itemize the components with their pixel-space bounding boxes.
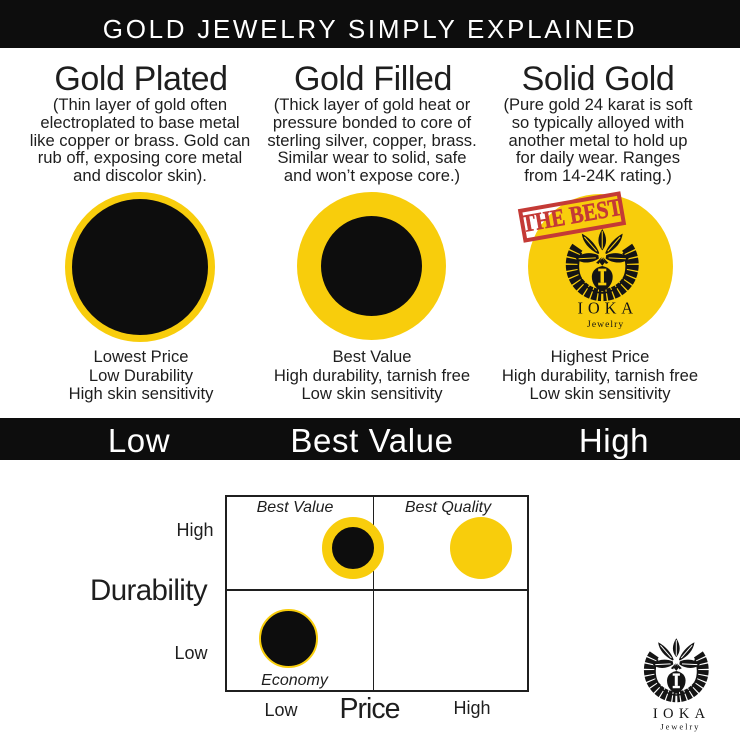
svg-text:Jewelry: Jewelry: [587, 319, 624, 330]
svg-text:Jewelry: Jewelry: [661, 722, 701, 732]
svg-text:IOKA: IOKA: [653, 706, 711, 722]
svg-text:IOKA: IOKA: [577, 299, 638, 318]
